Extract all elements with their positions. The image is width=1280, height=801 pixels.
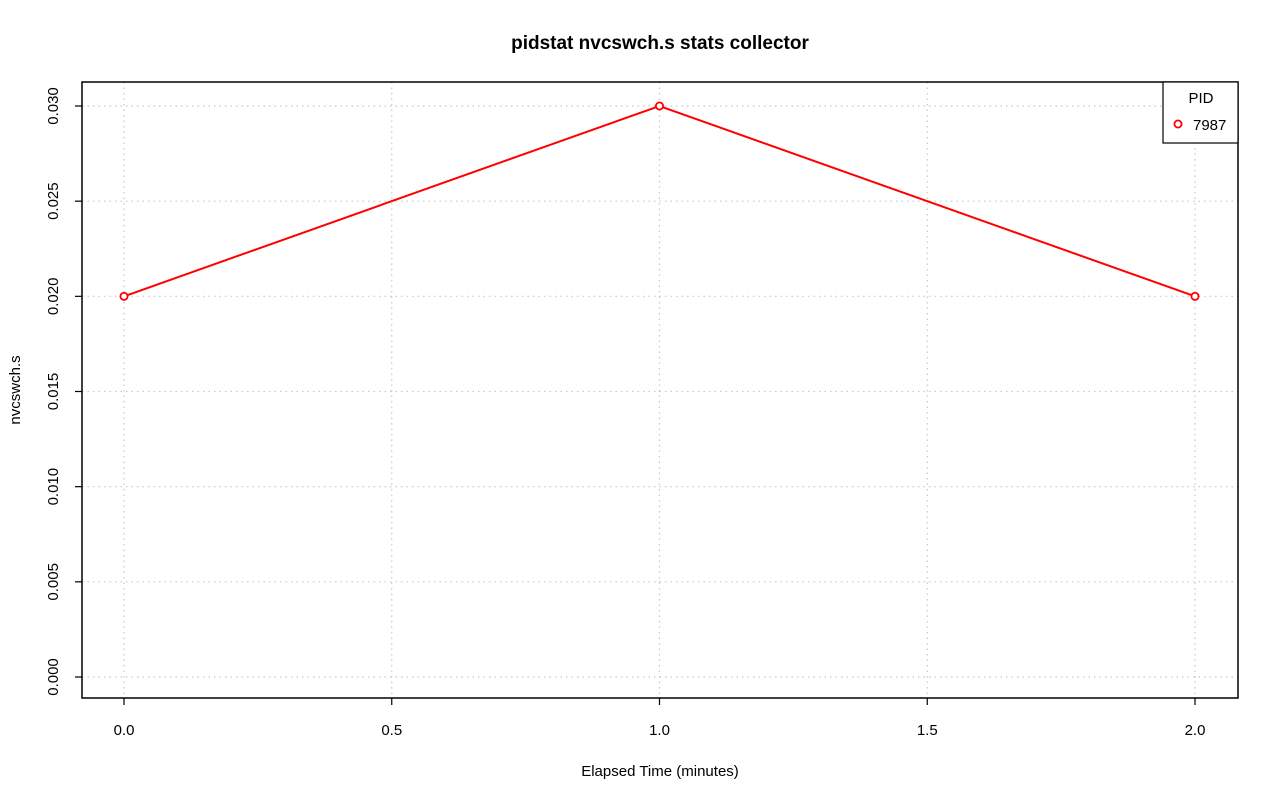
y-tick-label: 0.020 (45, 278, 62, 316)
data-point (1190, 291, 1200, 301)
legend-title: PID (1188, 90, 1213, 107)
x-tick-label: 0.5 (381, 722, 402, 739)
data-point (655, 101, 665, 111)
y-axis: 0.000 0.005 0.010 0.015 0.020 0.025 0.030 (45, 87, 82, 696)
x-tick-label: 2.0 (1185, 722, 1206, 739)
series-layer (119, 101, 1200, 301)
legend-marker (1173, 119, 1183, 129)
y-tick-label: 0.025 (45, 182, 62, 220)
chart-title: pidstat nvcswch.s stats collector (511, 33, 809, 54)
y-tick-label: 0.015 (45, 373, 62, 411)
data-point (119, 291, 129, 301)
y-tick-label: 0.000 (45, 658, 62, 696)
grid (82, 82, 1238, 698)
legend: PID 7987 (1162, 81, 1239, 144)
y-axis-label: nvcswch.s (7, 355, 24, 424)
legend-entry-label: 7987 (1193, 117, 1226, 134)
legend-box (1162, 81, 1239, 144)
x-axis: 0.0 0.5 1.0 1.5 2.0 (114, 698, 1206, 739)
x-tick-label: 1.0 (649, 722, 670, 739)
x-tick-label: 0.0 (114, 722, 135, 739)
x-tick-label: 1.5 (917, 722, 938, 739)
y-tick-label: 0.030 (45, 87, 62, 125)
y-tick-label: 0.010 (45, 468, 62, 506)
x-axis-label: Elapsed Time (minutes) (581, 763, 739, 780)
y-tick-label: 0.005 (45, 563, 62, 601)
